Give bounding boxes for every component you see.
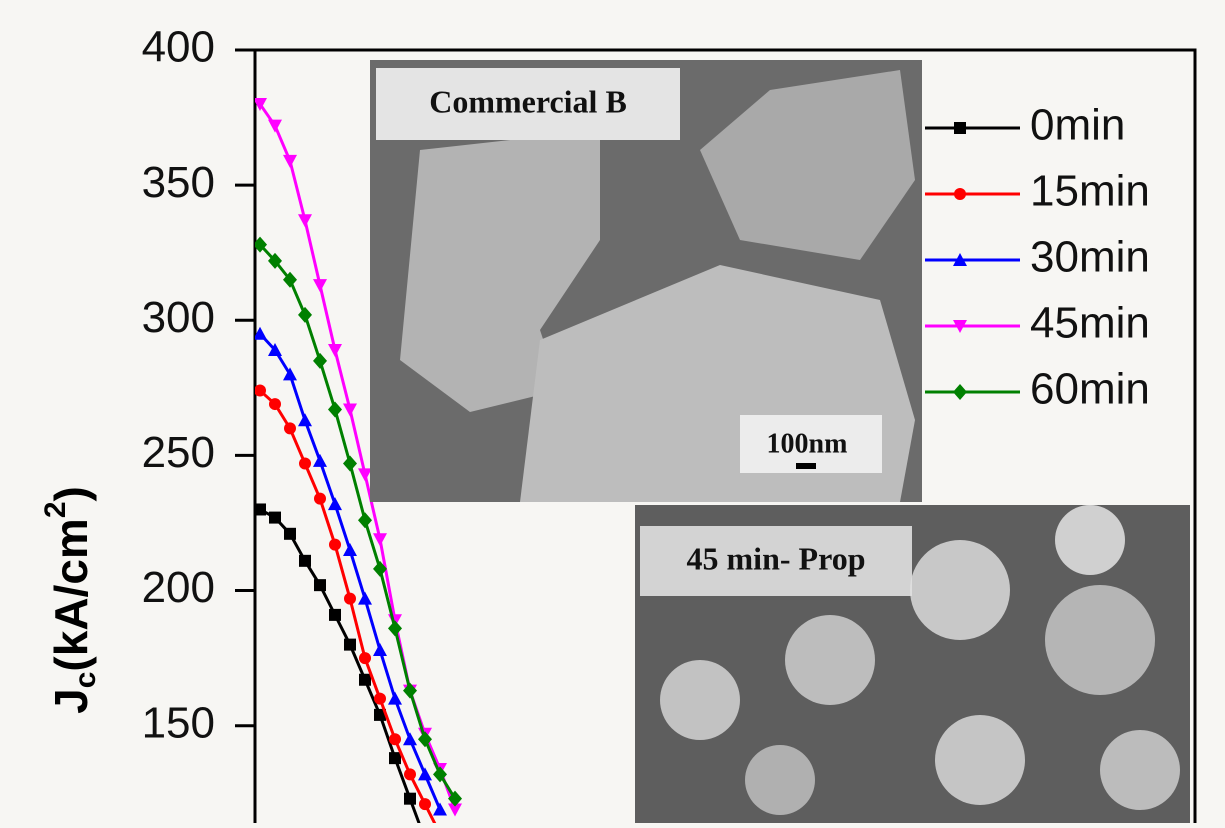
marker bbox=[404, 768, 416, 780]
y-tick-label: 400 bbox=[142, 23, 215, 72]
marker bbox=[344, 593, 356, 605]
marker bbox=[404, 793, 416, 805]
marker bbox=[328, 401, 342, 417]
marker bbox=[298, 214, 312, 227]
marker bbox=[954, 122, 966, 134]
marker bbox=[343, 403, 357, 416]
marker bbox=[254, 385, 266, 397]
marker bbox=[314, 579, 326, 591]
inset-commercial: Commercial B 100nm bbox=[370, 60, 922, 502]
marker bbox=[268, 120, 282, 133]
marker bbox=[313, 353, 327, 369]
marker bbox=[314, 493, 326, 505]
marker bbox=[343, 543, 357, 556]
series-line bbox=[260, 509, 425, 823]
marker bbox=[358, 468, 372, 481]
y-tick-label: 250 bbox=[142, 428, 215, 477]
legend-label: 15min bbox=[1030, 167, 1150, 216]
chart: Commercial B 100nm 45 min- Prop Jc(kA/cm… bbox=[0, 0, 1225, 823]
marker bbox=[954, 188, 966, 200]
marker bbox=[374, 693, 386, 705]
marker bbox=[299, 555, 311, 567]
y-axis-label: Jc(kA/cm2) bbox=[39, 486, 102, 714]
marker bbox=[388, 620, 402, 636]
marker bbox=[403, 732, 417, 745]
marker bbox=[328, 344, 342, 357]
marker bbox=[298, 307, 312, 323]
legend-label: 45min bbox=[1030, 299, 1150, 348]
marker bbox=[344, 639, 356, 651]
inset-label: 45 min- Prop bbox=[687, 540, 866, 576]
marker bbox=[389, 733, 401, 745]
y-tick-label: 150 bbox=[142, 698, 215, 747]
marker bbox=[284, 528, 296, 540]
legend-label: 60min bbox=[1030, 365, 1150, 414]
marker bbox=[953, 384, 967, 400]
marker bbox=[358, 512, 372, 528]
marker bbox=[373, 643, 387, 656]
marker bbox=[358, 592, 372, 605]
marker bbox=[418, 767, 432, 780]
legend-label: 30min bbox=[1030, 233, 1150, 282]
legend-label: 0min bbox=[1030, 101, 1125, 150]
marker bbox=[254, 503, 266, 515]
y-tick-label: 300 bbox=[142, 293, 215, 342]
marker bbox=[328, 497, 342, 510]
inset-label: Commercial B bbox=[429, 83, 627, 119]
marker bbox=[298, 413, 312, 426]
marker bbox=[359, 652, 371, 664]
marker bbox=[388, 692, 402, 705]
marker bbox=[329, 539, 341, 551]
marker bbox=[343, 456, 357, 472]
y-tick-label: 350 bbox=[142, 158, 215, 207]
marker bbox=[269, 398, 281, 410]
marker bbox=[313, 454, 327, 467]
marker bbox=[299, 458, 311, 470]
scale-bar-label: 100nm bbox=[767, 428, 848, 459]
marker bbox=[283, 367, 297, 380]
marker bbox=[313, 279, 327, 292]
marker bbox=[329, 609, 341, 621]
marker bbox=[359, 674, 371, 686]
marker bbox=[284, 422, 296, 434]
marker bbox=[373, 533, 387, 546]
y-tick-label: 200 bbox=[142, 563, 215, 612]
marker bbox=[419, 798, 431, 810]
marker bbox=[389, 752, 401, 764]
inset-prop: 45 min- Prop bbox=[635, 505, 1190, 823]
marker bbox=[283, 155, 297, 168]
marker bbox=[269, 512, 281, 524]
marker bbox=[433, 802, 447, 815]
